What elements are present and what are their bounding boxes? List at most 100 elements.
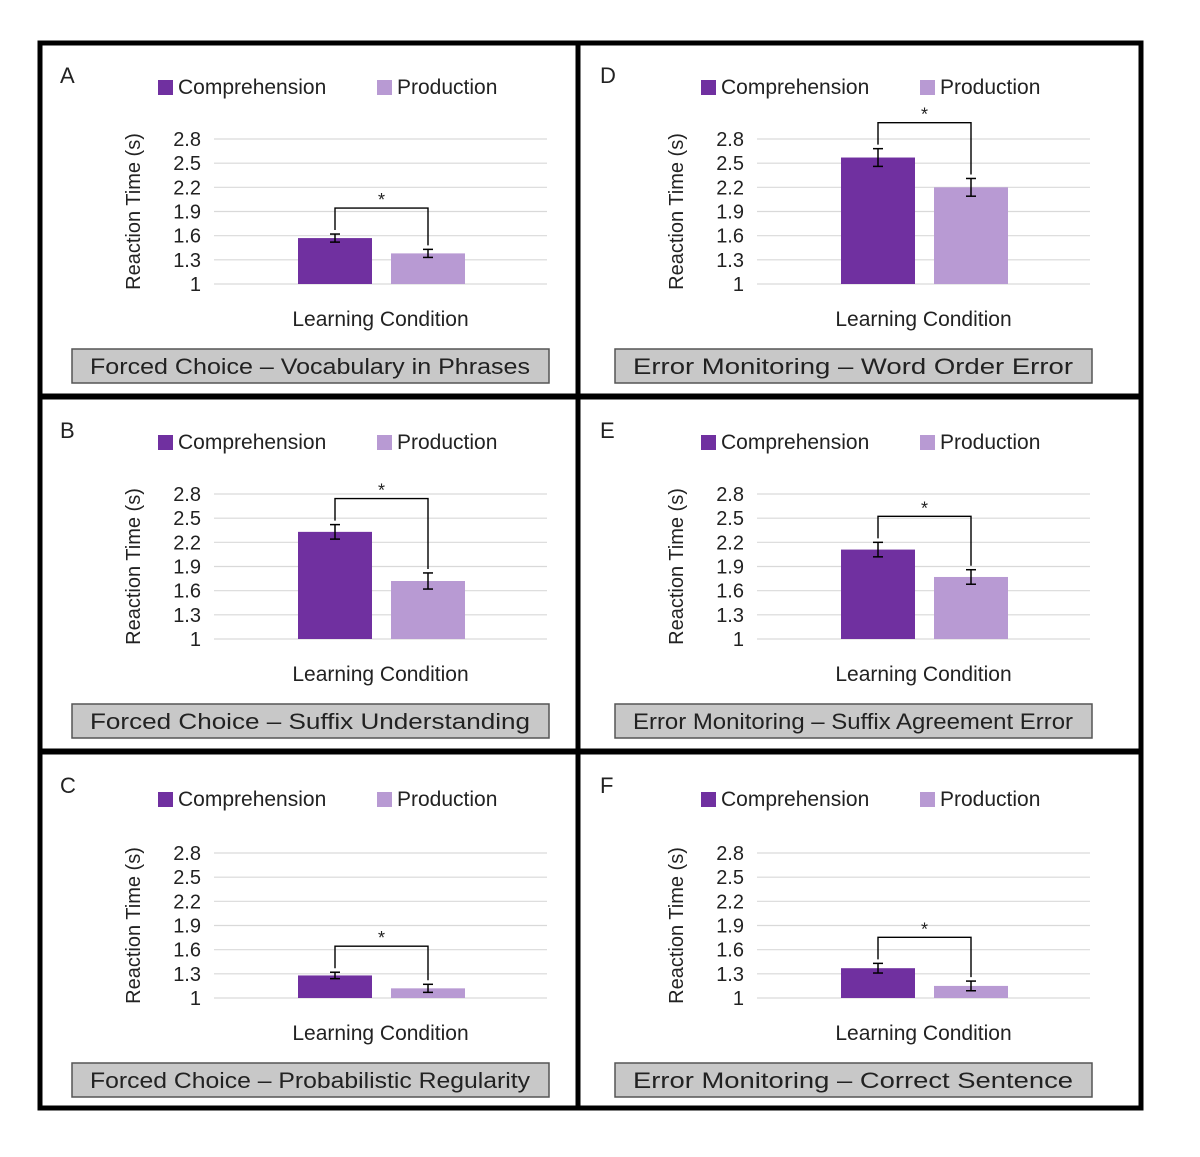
x-axis-label: Learning Condition (292, 1022, 468, 1045)
bar-production (391, 988, 465, 998)
y-tick-label: 1 (733, 629, 744, 651)
y-tick-label: 1 (190, 274, 201, 296)
legend-swatch-comprehension (701, 792, 716, 807)
y-tick-label: 2.8 (173, 843, 201, 865)
significance-bracket (334, 945, 429, 981)
legend-label-comprehension: Comprehension (178, 788, 326, 811)
chart-panel-f: F Comprehension Production 11.31.61.9 2.22.5… (600, 773, 1093, 1098)
y-tick-label: 1.9 (173, 916, 201, 938)
y-tick-label: 1.6 (173, 581, 201, 603)
legend-swatch-comprehension (158, 80, 173, 95)
significance-star: * (921, 919, 928, 939)
y-tick-label: 1 (733, 274, 744, 296)
legend-swatch-comprehension (701, 80, 716, 95)
bar-production (391, 253, 465, 284)
legend-label-production: Production (940, 431, 1040, 454)
y-tick-label: 1.6 (716, 226, 744, 248)
caption-box (614, 348, 1093, 384)
significance-star: * (378, 190, 385, 210)
y-axis-label: Reaction Time (s) (666, 847, 688, 1004)
y-axis-label: Reaction Time (s) (666, 488, 688, 645)
significance-bracket (877, 936, 972, 978)
x-axis-label: Learning Condition (292, 308, 468, 331)
panel-letter: F (600, 773, 613, 798)
legend-swatch-comprehension (158, 435, 173, 450)
chart-title: Error Monitoring – Word Order Error (633, 354, 1073, 379)
panel-letter: D (600, 63, 616, 88)
y-tick-label: 1 (190, 629, 201, 651)
y-axis-label: Reaction Time (s) (123, 488, 145, 645)
legend-label-production: Production (940, 76, 1040, 99)
chart-title: Forced Choice – Probabilistic Regularity (90, 1068, 530, 1093)
legend-label-production: Production (940, 788, 1040, 811)
y-tick-label: 1.3 (716, 250, 744, 272)
y-tick-label: 1 (733, 988, 744, 1010)
y-tick-label: 1 (190, 988, 201, 1010)
y-tick-label: 2.8 (173, 484, 201, 506)
y-tick-label: 1.9 (716, 916, 744, 938)
y-axis-label: Reaction Time (s) (123, 133, 145, 290)
y-tick-label: 1.3 (173, 964, 201, 986)
bar-comprehension (841, 157, 915, 284)
chart-title: Error Monitoring – Correct Sentence (633, 1068, 1073, 1093)
chart-panel-d: D Comprehension Production 11.31.61.9 2.22.5… (600, 63, 1093, 384)
chart-panel-c: C Comprehension Production 11.31.61.9 2.22.5… (60, 773, 550, 1098)
y-tick-label: 1.9 (716, 202, 744, 224)
y-tick-label: 2.5 (716, 508, 744, 530)
y-tick-label: 2.5 (716, 153, 744, 175)
panel-letter: A (60, 63, 75, 88)
bar-production (934, 985, 1008, 998)
legend-label-comprehension: Comprehension (721, 788, 869, 811)
bar-comprehension (841, 549, 915, 639)
chart-panel-e: E Comprehension Production 11.31.61.9 2.22.5… (600, 418, 1093, 739)
figure-frame (37, 40, 1144, 1111)
bar-comprehension (298, 238, 372, 284)
significance-star: * (921, 105, 928, 125)
bar-production (934, 187, 1008, 284)
chart-title: Forced Choice – Vocabulary in Phrases (90, 354, 530, 379)
significance-bracket (877, 121, 972, 175)
legend-swatch-comprehension (158, 792, 173, 807)
bar-comprehension (298, 975, 372, 998)
significance-bracket (877, 515, 972, 566)
y-tick-label: 2.8 (716, 129, 744, 151)
legend-swatch-production (377, 80, 392, 95)
y-tick-label: 1.6 (173, 940, 201, 962)
x-axis-label: Learning Condition (292, 663, 468, 686)
y-axis-label: Reaction Time (s) (666, 133, 688, 290)
legend-swatch-production (920, 792, 935, 807)
chart-title: Error Monitoring – Suffix Agreement Erro… (633, 709, 1073, 734)
significance-star: * (378, 481, 385, 501)
panel-letter: C (60, 773, 76, 798)
legend-label-comprehension: Comprehension (721, 431, 869, 454)
legend-label-comprehension: Comprehension (178, 76, 326, 99)
legend-swatch-comprehension (701, 435, 716, 450)
legend-label-production: Production (397, 431, 497, 454)
legend-swatch-production (377, 435, 392, 450)
bar-production (391, 581, 465, 639)
y-tick-label: 2.5 (173, 867, 201, 889)
legend-label-production: Production (397, 788, 497, 811)
chart-panel-b: B Comprehension Production 11.31.61.9 2.22.5… (60, 418, 550, 739)
y-tick-label: 2.2 (173, 177, 201, 199)
x-axis-label: Learning Condition (835, 308, 1011, 331)
significance-star: * (921, 498, 928, 518)
x-axis-label: Learning Condition (835, 663, 1011, 686)
y-tick-label: 1.9 (173, 202, 201, 224)
x-axis-label: Learning Condition (835, 1022, 1011, 1045)
bar-comprehension (298, 531, 372, 639)
y-tick-label: 2.2 (173, 532, 201, 554)
y-tick-label: 2.2 (716, 177, 744, 199)
y-axis-label: Reaction Time (s) (123, 847, 145, 1004)
y-tick-label: 1.3 (173, 605, 201, 627)
legend-swatch-production (920, 435, 935, 450)
caption-box (71, 348, 550, 384)
caption-box (614, 1062, 1093, 1098)
y-tick-label: 1.3 (173, 250, 201, 272)
significance-bracket (334, 207, 429, 246)
y-tick-label: 2.8 (716, 843, 744, 865)
bar-production (934, 576, 1008, 639)
y-tick-label: 1.6 (173, 226, 201, 248)
y-tick-label: 1.3 (716, 964, 744, 986)
